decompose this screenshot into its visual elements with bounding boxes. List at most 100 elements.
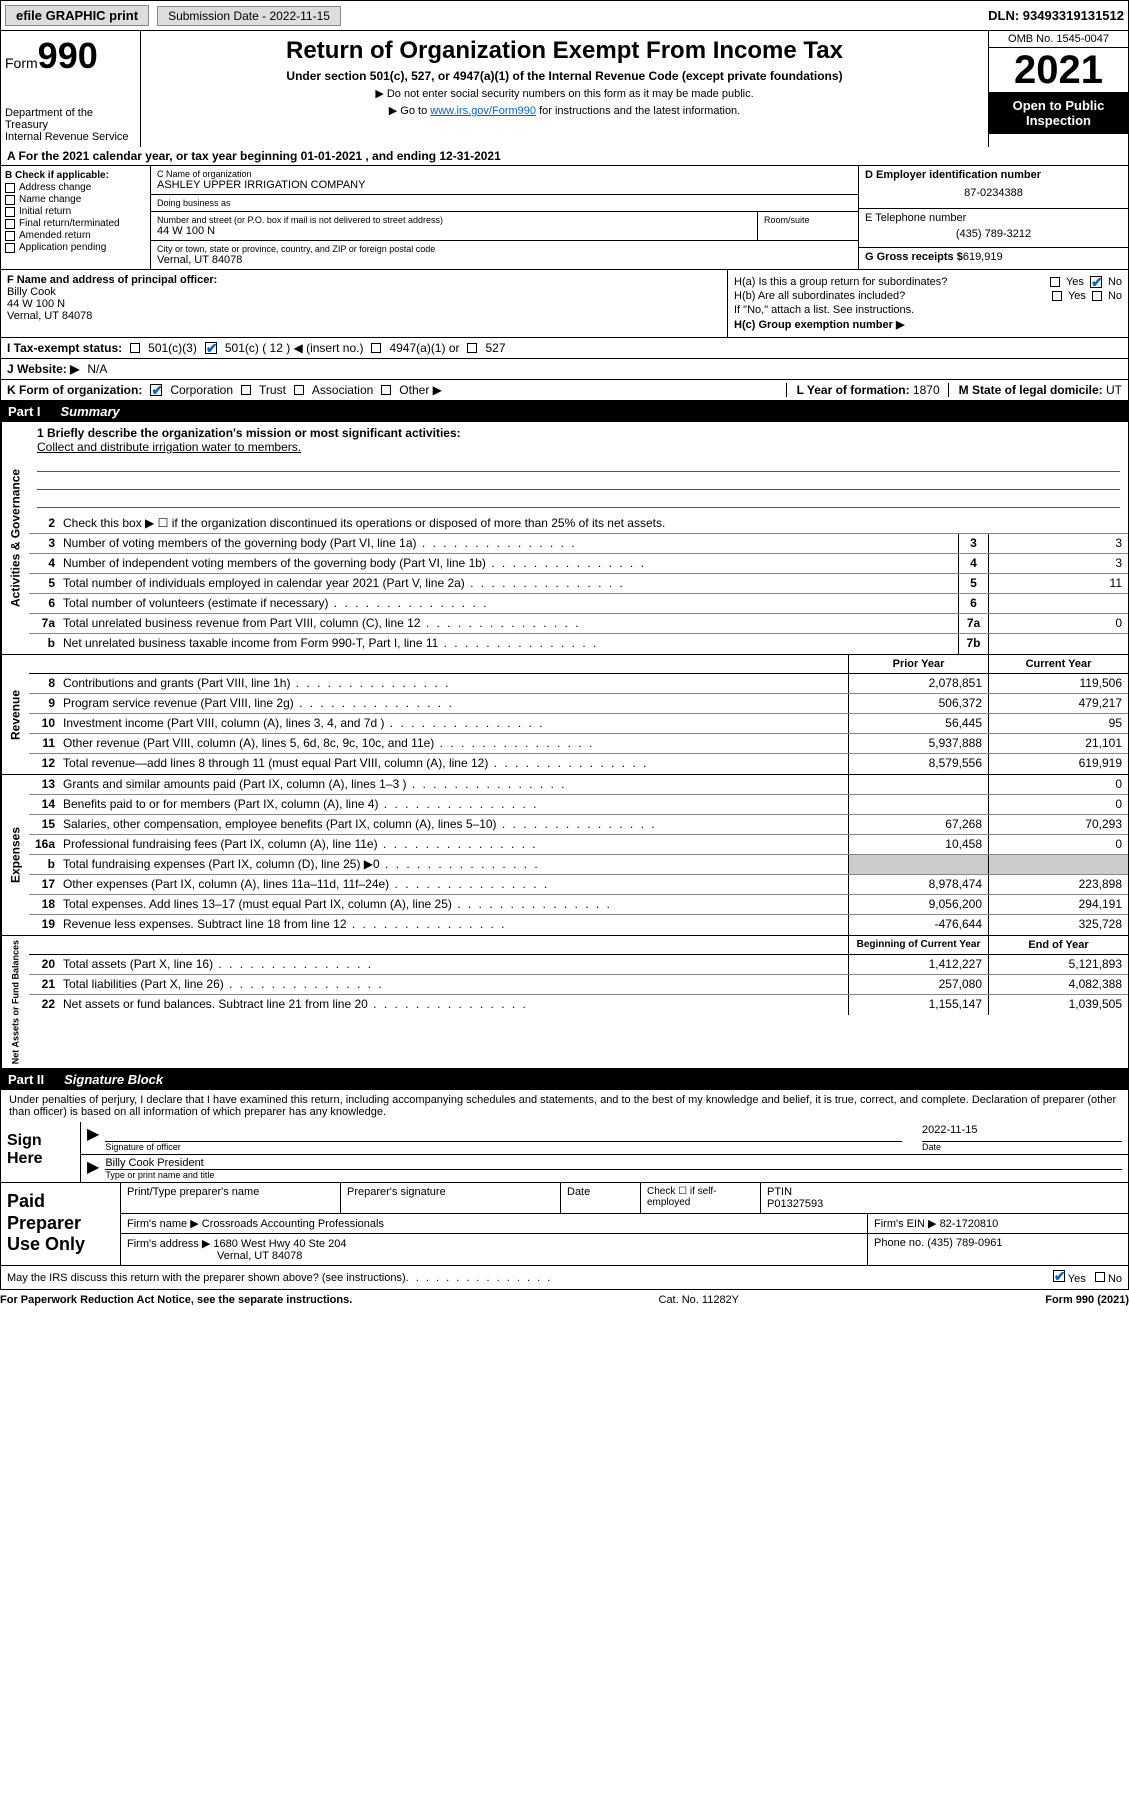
table-row: bNet unrelated business taxable income f… [29,634,1128,654]
form-prefix: Form [5,55,38,71]
city-state-zip: Vernal, UT 84078 [157,254,852,266]
table-row: 5Total number of individuals employed in… [29,574,1128,594]
mission-block: 1 Briefly describe the organization's mi… [29,422,1128,514]
form-ref: Form 990 (2021) [1045,1294,1129,1306]
org-name: ASHLEY UPPER IRRIGATION COMPANY [157,179,852,191]
col-headers: Prior Year Current Year [29,655,1128,674]
state-domicile: UT [1106,383,1122,397]
tax-year: 2021 [989,48,1128,92]
form-title: Return of Organization Exempt From Incom… [147,37,982,65]
table-row: 9Program service revenue (Part VIII, lin… [29,694,1128,714]
vlabel-activities: Activities & Governance [1,422,29,654]
net-col-headers: Beginning of Current Year End of Year [29,936,1128,955]
table-row: 8Contributions and grants (Part VIII, li… [29,674,1128,694]
checkbox-icon [5,183,15,193]
checkbox-icon[interactable] [371,343,381,353]
checkbox-icon [5,219,15,229]
sig-date: 2022-11-15 [922,1124,1122,1142]
checkbox-icon[interactable] [1052,291,1062,301]
revenue-section: Revenue Prior Year Current Year 8Contrib… [0,655,1129,775]
dln: DLN: 93493319131512 [988,8,1124,23]
part1-header: Part I Summary [0,401,1129,422]
col-c: C Name of organization ASHLEY UPPER IRRI… [151,166,858,269]
hc-line: H(c) Group exemption number ▶ [734,318,1122,331]
paperwork-notice: For Paperwork Reduction Act Notice, see … [0,1294,352,1306]
org-name-box: C Name of organization ASHLEY UPPER IRRI… [151,166,858,195]
signature-section: Under penalties of perjury, I declare th… [0,1090,1129,1183]
row-j-website: J Website: ▶ N/A [0,359,1129,380]
checkbox-icon[interactable] [1095,1272,1105,1282]
checkbox-checked-icon[interactable] [150,384,162,396]
topbar: efile GRAPHIC print Submission Date - 20… [0,0,1129,31]
checkbox-icon[interactable] [467,343,477,353]
end-year-header: End of Year [988,936,1128,954]
hb-note: If "No," attach a list. See instructions… [734,304,1122,316]
col-f-officer: F Name and address of principal officer:… [1,270,728,337]
efile-label: efile GRAPHIC print [5,5,149,26]
firm-name: Crossroads Accounting Professionals [202,1218,384,1230]
table-row: 6Total number of volunteers (estimate if… [29,594,1128,614]
officer-addr2: Vernal, UT 84078 [7,310,721,322]
table-row: 14Benefits paid to or for members (Part … [29,795,1128,815]
sig-name-box: ▶ Billy Cook President Type or print nam… [81,1155,1128,1182]
irs-label: Internal Revenue Service [5,131,136,143]
checkbox-checked-icon[interactable] [1053,1270,1065,1282]
begin-year-header: Beginning of Current Year [848,936,988,954]
city-box: City or town, state or province, country… [151,241,858,269]
checkbox-icon[interactable] [294,385,304,395]
addr-row: Number and street (or P.O. box if mail i… [151,212,858,241]
checkbox-icon[interactable] [130,343,140,353]
officer-addr1: 44 W 100 N [7,298,721,310]
note-ssn: ▶ Do not enter social security numbers o… [147,87,982,100]
chk-app-pending[interactable]: Application pending [5,242,146,253]
table-row: 21Total liabilities (Part X, line 26)257… [29,975,1128,995]
table-row: 10Investment income (Part VIII, column (… [29,714,1128,734]
firm-addr1: 1680 West Hwy 40 Ste 204 [213,1238,346,1250]
vlabel-netassets: Net Assets or Fund Balances [1,936,29,1068]
irs-link[interactable]: www.irs.gov/Form990 [430,105,536,117]
chk-amended[interactable]: Amended return [5,230,146,241]
form-990: 990 [38,35,98,76]
chk-name-change[interactable]: Name change [5,194,146,205]
ha-line: H(a) Is this a group return for subordin… [734,276,1122,288]
firm-addr2: Vernal, UT 84078 [127,1250,861,1262]
gross-receipts: 619,919 [963,251,1003,263]
checkbox-icon[interactable] [1092,291,1102,301]
prior-year-header: Prior Year [848,655,988,673]
arrow-icon: ▶ [87,1157,99,1180]
checkbox-icon [5,243,15,253]
b-label: B Check if applicable: [5,170,146,181]
checkbox-icon [5,207,15,217]
table-row: 12Total revenue—add lines 8 through 11 (… [29,754,1128,774]
omb-number: OMB No. 1545-0047 [989,31,1128,48]
table-row: 4Number of independent voting members of… [29,554,1128,574]
checkbox-checked-icon[interactable] [1090,276,1102,288]
part2-header: Part II Signature Block [0,1069,1129,1090]
checkbox-icon[interactable] [381,385,391,395]
chk-initial-return[interactable]: Initial return [5,206,146,217]
arrow-icon: ▶ [87,1124,99,1152]
open-public: Open to Public Inspection [989,92,1128,134]
header-mid: Return of Organization Exempt From Incom… [141,31,988,147]
table-row: 22Net assets or fund balances. Subtract … [29,995,1128,1015]
header-right: OMB No. 1545-0047 2021 Open to Public In… [988,31,1128,147]
form-subtitle: Under section 501(c), 527, or 4947(a)(1)… [147,69,982,83]
table-row: 7aTotal unrelated business revenue from … [29,614,1128,634]
table-row: 13Grants and similar amounts paid (Part … [29,775,1128,795]
officer-name: Billy Cook [7,286,721,298]
vlabel-revenue: Revenue [1,655,29,774]
mission-line [37,474,1120,490]
chk-address-change[interactable]: Address change [5,182,146,193]
cat-no: Cat. No. 11282Y [352,1294,1045,1306]
col-h: H(a) Is this a group return for subordin… [728,270,1128,337]
col-d: D Employer identification number 87-0234… [858,166,1128,269]
telephone: (435) 789-3212 [865,224,1122,244]
checkbox-icon[interactable] [1050,277,1060,287]
expenses-section: Expenses 13Grants and similar amounts pa… [0,775,1129,936]
checkbox-icon[interactable] [241,385,251,395]
sign-here-label: Sign Here [1,1122,81,1182]
chk-final-return[interactable]: Final return/terminated [5,218,146,229]
checkbox-checked-icon[interactable] [205,342,217,354]
tel-box: E Telephone number (435) 789-3212 [859,209,1128,248]
prep-row-3: Firm's address ▶ 1680 West Hwy 40 Ste 20… [121,1234,1128,1265]
